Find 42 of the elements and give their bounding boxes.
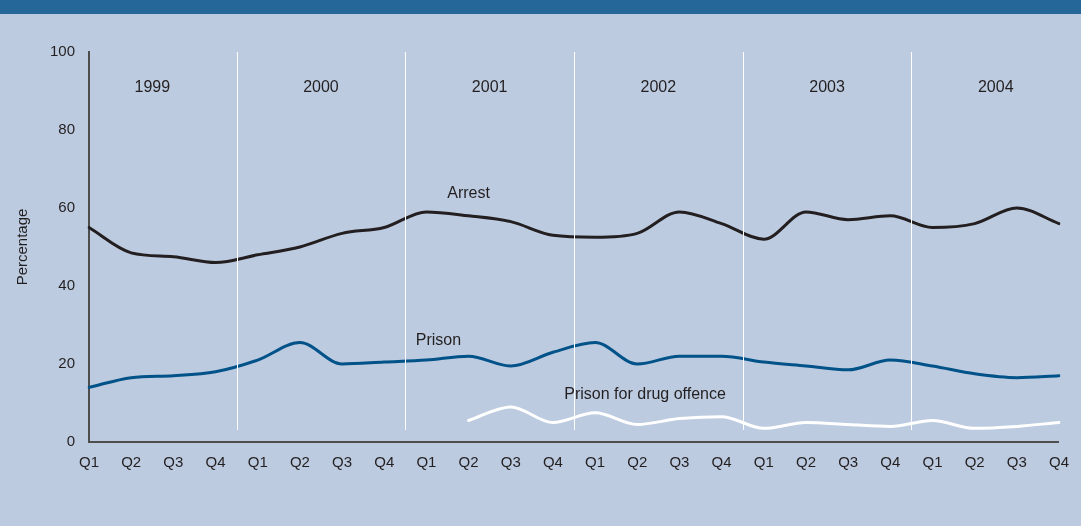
x-tick-label: Q4 [711, 453, 732, 471]
y-axis-title: Percentage [13, 208, 31, 286]
x-tick-label: Q1 [247, 453, 268, 471]
x-tick-label: Q3 [163, 453, 184, 471]
series-label: Arrest [447, 184, 491, 202]
x-tick-label: Q1 [922, 453, 943, 471]
x-tick-label: Q3 [1006, 453, 1027, 471]
x-tick-label: Q4 [374, 453, 395, 471]
x-tick-label: Q3 [332, 453, 353, 471]
y-tick-label: 20 [58, 354, 76, 372]
x-tick-label: Q1 [585, 453, 606, 471]
x-tick-label: Q1 [753, 453, 774, 471]
annotation: 2000 [303, 78, 339, 96]
x-tick-label: Q2 [627, 453, 648, 471]
annotation: 2002 [640, 78, 677, 96]
y-tick-label: 80 [58, 120, 76, 138]
x-tick-label: Q2 [964, 453, 985, 471]
x-tick-label: Q4 [880, 453, 901, 471]
x-tick-label: Q3 [669, 453, 690, 471]
y-tick-label: 60 [58, 198, 76, 216]
series-label: Prison [415, 330, 462, 348]
annotation: 2004 [977, 78, 1014, 96]
series-label: Prison for drug offence [564, 385, 726, 403]
y-tick-label: 0 [66, 432, 76, 450]
x-tick-label: Q2 [795, 453, 816, 471]
x-tick-label: Q3 [838, 453, 859, 471]
annotation: 2001 [471, 78, 508, 96]
x-tick-label: Q4 [205, 453, 226, 471]
x-tick-label: Q1 [79, 453, 100, 471]
y-tick-label: 40 [58, 276, 76, 294]
annotation: 1999 [134, 78, 171, 96]
x-tick-label: Q2 [289, 453, 310, 471]
line-series [87, 206, 1061, 265]
x-tick-label: Q1 [416, 453, 437, 471]
x-tick-label: Q3 [500, 453, 521, 471]
annotation: 2003 [809, 78, 845, 96]
x-tick-label: Q4 [542, 453, 563, 471]
line-series [467, 405, 1061, 430]
y-tick-label: 100 [50, 42, 76, 60]
x-tick-label: Q2 [121, 453, 142, 471]
x-tick-label: Q2 [458, 453, 479, 471]
x-tick-label: Q4 [1048, 453, 1069, 471]
